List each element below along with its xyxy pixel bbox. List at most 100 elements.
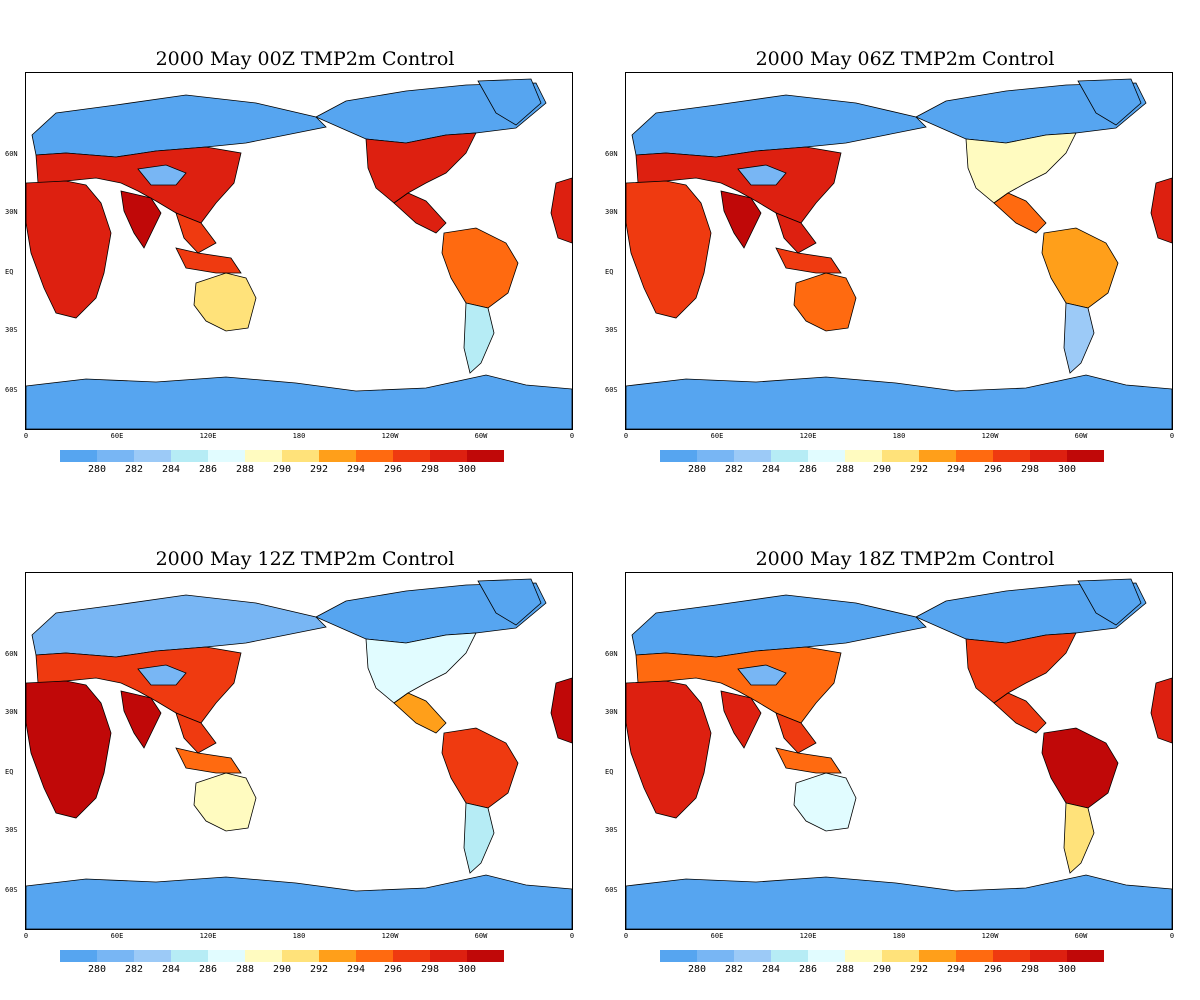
india-region xyxy=(720,690,762,749)
sAmericaNorth-region xyxy=(441,227,519,309)
colorbar-swatch xyxy=(171,950,208,962)
colorbar-label: 298 xyxy=(420,964,440,975)
colorbar-swatch xyxy=(808,950,845,962)
colorbar-swatch xyxy=(282,450,319,462)
colorbar-label: 296 xyxy=(383,464,403,475)
lon-tick-label: 60E xyxy=(710,932,724,940)
sAmericaSouth-region xyxy=(463,302,495,374)
seAsia-region xyxy=(175,212,217,254)
lat-tick-label: 30N xyxy=(5,208,18,216)
lon-tick-label: 60W xyxy=(474,932,488,940)
lon-tick-label: 120E xyxy=(799,432,817,440)
colorbar-swatch xyxy=(1030,450,1067,462)
lat-tick-label: 30N xyxy=(605,708,618,716)
india-region xyxy=(120,690,162,749)
colorbar-label: 286 xyxy=(198,964,218,975)
lon-tick-label: 120E xyxy=(199,932,217,940)
colorbar-swatch xyxy=(208,450,245,462)
australia-region xyxy=(793,272,857,332)
temperature-map xyxy=(626,573,1172,929)
lon-tick-label: 0 xyxy=(23,432,29,440)
colorbar-label: 284 xyxy=(161,964,181,975)
lon-tick-label: 120W xyxy=(981,932,999,940)
lat-tick-label: 60S xyxy=(5,386,18,394)
colorbar-label: 298 xyxy=(1020,964,1040,975)
indonesia-region xyxy=(175,747,242,774)
australia-region xyxy=(793,772,857,832)
lat-tick-label: 60N xyxy=(605,150,618,158)
africaEast-region xyxy=(1150,677,1172,744)
colorbar-swatch xyxy=(319,950,356,962)
colorbar-label: 288 xyxy=(235,464,255,475)
colorbar-label: 290 xyxy=(872,464,892,475)
tibet-region xyxy=(737,164,787,186)
africa-region xyxy=(26,680,112,819)
colorbar-swatch xyxy=(356,450,393,462)
lon-tick-label: 60W xyxy=(474,432,488,440)
colorbar xyxy=(60,450,504,462)
centralAm-region xyxy=(393,192,447,234)
colorbar-label: 280 xyxy=(687,964,707,975)
map-plot xyxy=(625,572,1173,930)
lat-tick-label: 60S xyxy=(605,386,618,394)
colorbar-swatch xyxy=(467,950,504,962)
lon-tick-label: 0 xyxy=(569,432,575,440)
tibet-region xyxy=(737,664,787,686)
colorbar-label: 300 xyxy=(457,964,477,975)
colorbar-swatch xyxy=(1030,950,1067,962)
colorbar-label: 286 xyxy=(198,464,218,475)
africaEast-region xyxy=(550,677,572,744)
colorbar-swatch xyxy=(845,950,882,962)
colorbar-swatch xyxy=(993,450,1030,462)
colorbar-swatch xyxy=(430,950,467,962)
lat-tick-label: 60N xyxy=(5,150,18,158)
indonesia-region xyxy=(175,247,242,274)
temperature-map xyxy=(626,73,1172,429)
sAmericaSouth-region xyxy=(463,802,495,874)
africa-region xyxy=(626,180,712,319)
colorbar-label: 282 xyxy=(124,464,144,475)
temperature-map xyxy=(26,73,572,429)
africaEast-region xyxy=(1150,177,1172,244)
colorbar-swatch xyxy=(697,950,734,962)
colorbar-label: 296 xyxy=(983,464,1003,475)
lat-tick-label: EQ xyxy=(605,268,614,276)
colorbar-label: 294 xyxy=(346,464,366,475)
colorbar-swatch xyxy=(393,950,430,962)
indonesia-region xyxy=(775,747,842,774)
colorbar-label: 286 xyxy=(798,964,818,975)
colorbar-swatch xyxy=(134,450,171,462)
nAmericaSouth-region xyxy=(365,632,477,704)
lon-tick-label: 0 xyxy=(1169,432,1175,440)
colorbar-swatch xyxy=(993,950,1030,962)
colorbar-swatch xyxy=(60,950,97,962)
seAsia-region xyxy=(175,712,217,754)
colorbar-swatch xyxy=(919,450,956,462)
lon-tick-label: 60E xyxy=(710,432,724,440)
seAsia-region xyxy=(775,712,817,754)
lon-tick-label: 60W xyxy=(1074,432,1088,440)
colorbar-swatch xyxy=(208,950,245,962)
lat-tick-label: 30N xyxy=(5,708,18,716)
colorbar-label: 292 xyxy=(909,964,929,975)
colorbar-label: 294 xyxy=(946,464,966,475)
lon-tick-label: 180 xyxy=(292,932,306,940)
colorbar-label: 284 xyxy=(161,464,181,475)
lon-tick-label: 120W xyxy=(381,932,399,940)
india-region xyxy=(120,190,162,249)
colorbar-swatch xyxy=(430,450,467,462)
tibet-region xyxy=(137,164,187,186)
antarctica-region xyxy=(26,374,572,429)
antarctica-region xyxy=(626,374,1172,429)
centralAm-region xyxy=(993,192,1047,234)
lon-tick-label: 0 xyxy=(623,432,629,440)
colorbar-swatch xyxy=(467,450,504,462)
colorbar-swatch xyxy=(734,450,771,462)
colorbar-label: 298 xyxy=(1020,464,1040,475)
africa-region xyxy=(626,680,712,819)
panel-title: 2000 May 06Z TMP2m Control xyxy=(755,48,1055,70)
colorbar-label: 298 xyxy=(420,464,440,475)
lat-tick-label: 30N xyxy=(605,208,618,216)
map-plot xyxy=(25,72,573,430)
colorbar-swatch xyxy=(282,950,319,962)
